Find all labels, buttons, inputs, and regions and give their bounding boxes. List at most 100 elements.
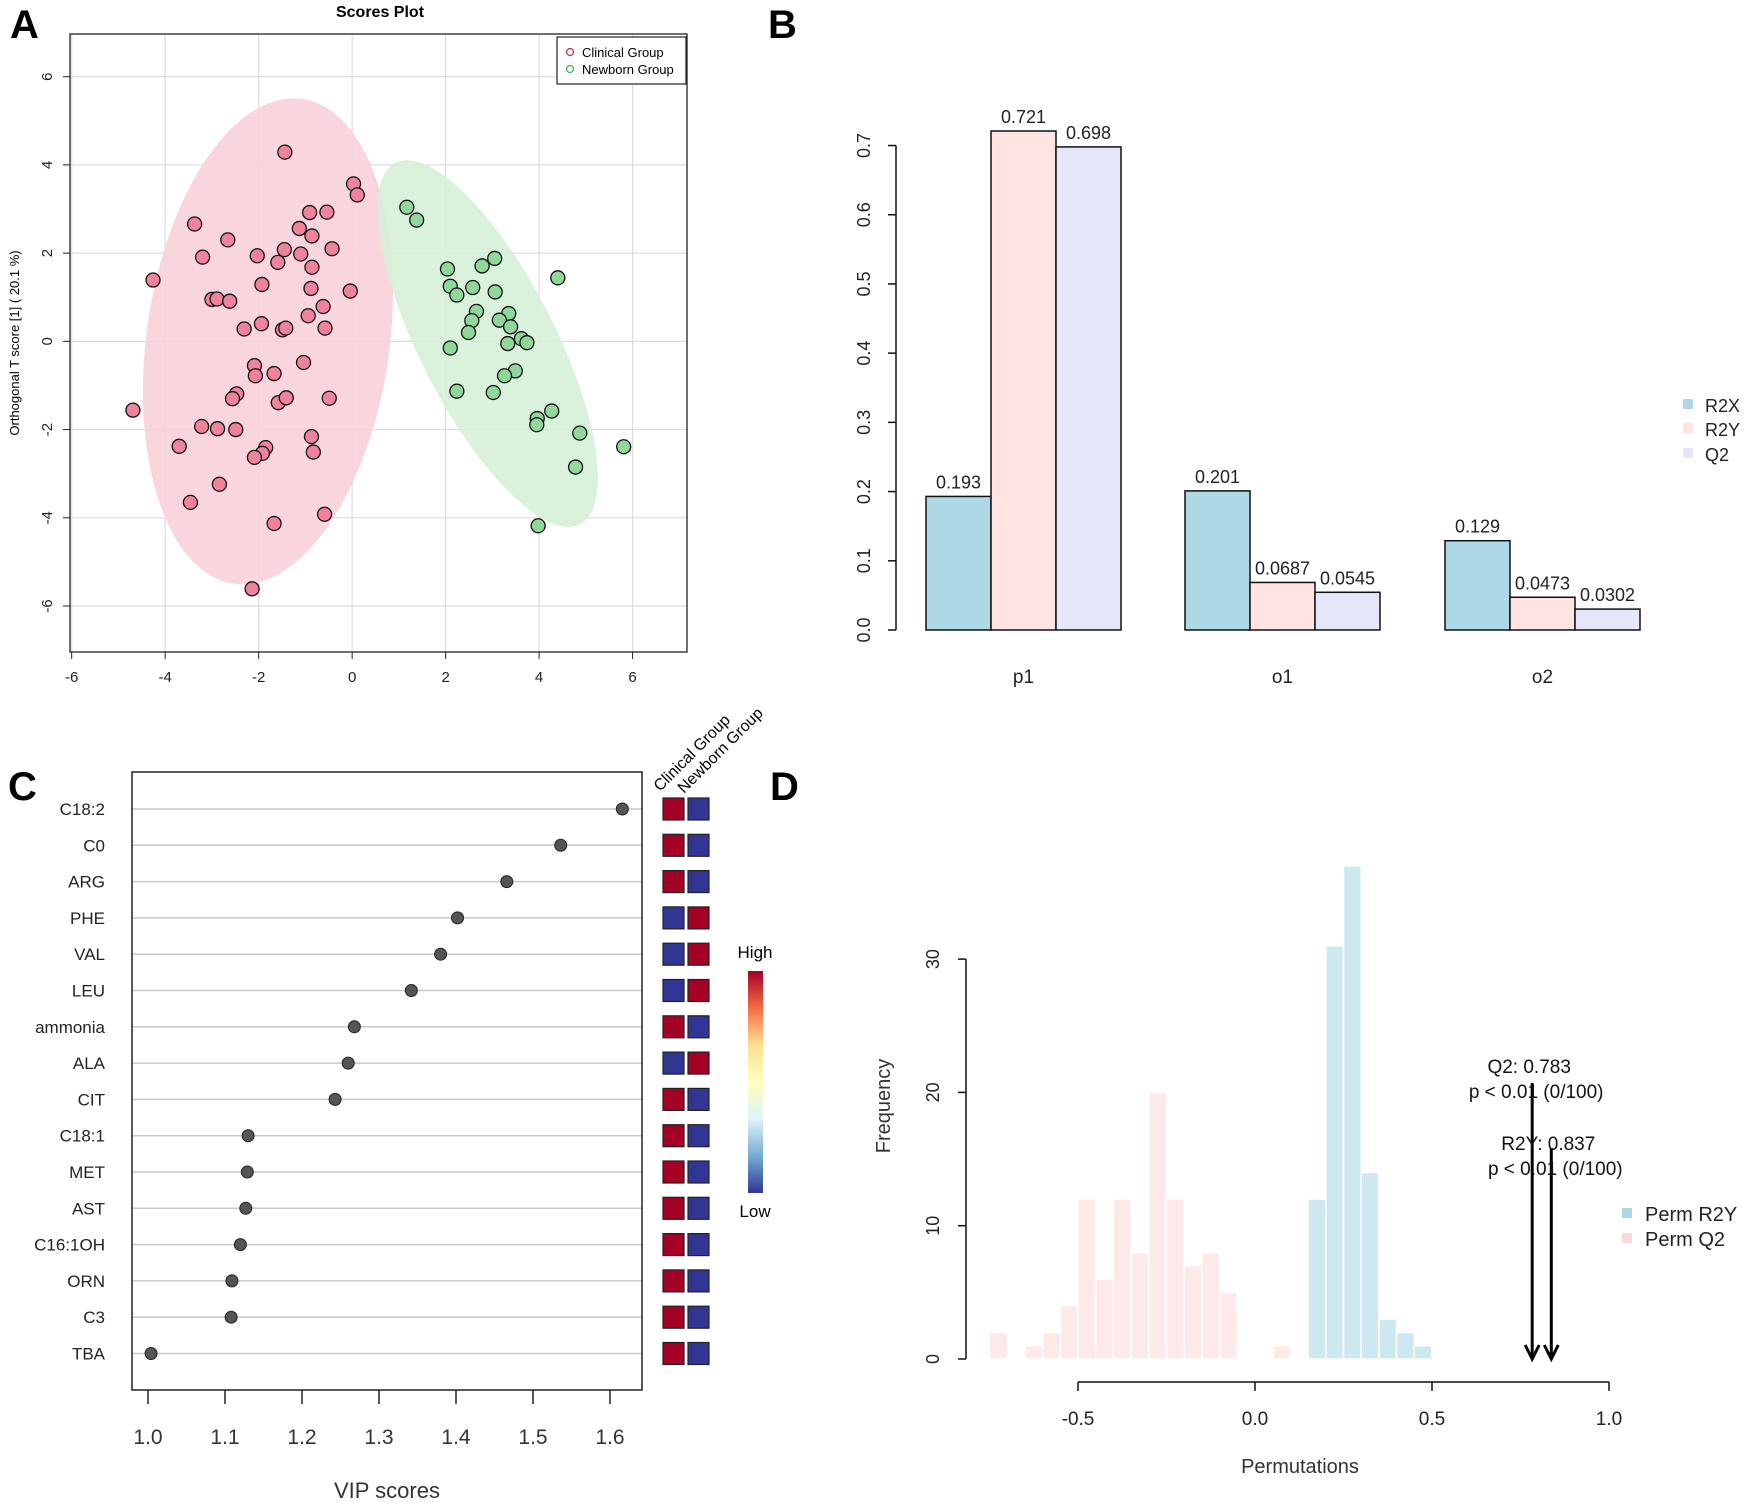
data-point-clinical: [209, 291, 225, 307]
panel-label-d: D: [770, 765, 799, 809]
heatmap-cell-clinical: [662, 869, 685, 894]
data-point-clinical: [247, 368, 264, 384]
histogram-bar-Perm-R2Y: [1395, 1331, 1416, 1360]
bar-R2X-p1: [925, 495, 992, 631]
y-tick-label: 0: [923, 1354, 943, 1364]
data-point-clinical: [304, 259, 320, 275]
vip-point-AST: [239, 1201, 253, 1215]
bar-value-label: 0.0687: [1255, 558, 1310, 578]
bar-R2Y-p1: [990, 130, 1057, 631]
metabolite-label: ammonia: [35, 1018, 105, 1037]
histogram-bar-Perm-Q2: [988, 1331, 1008, 1360]
metabolite-label: ALA: [73, 1054, 106, 1073]
histogram-bar-Perm-R2Y: [1413, 1344, 1433, 1360]
data-point-newborn: [572, 425, 588, 441]
y-tick-label: 0.4: [854, 341, 874, 366]
heatmap-cell-newborn: [687, 833, 710, 857]
arrow-head-icon: [1523, 1344, 1541, 1363]
heatmap-cell-clinical: [662, 906, 685, 930]
category-label-p1: p1: [1013, 667, 1034, 688]
bar-Q2-o1: [1314, 591, 1381, 631]
bar-R2X-o2: [1444, 539, 1511, 631]
legend-marker-clinical: [565, 47, 575, 57]
heatmap-cell-clinical: [662, 1196, 685, 1220]
legend-label-newborn: Newborn Group: [582, 62, 674, 77]
panel-label-c: C: [8, 765, 37, 809]
color-scale-low: Low: [739, 1202, 771, 1221]
color-scale-high: High: [738, 943, 773, 962]
metabolite-label: MET: [69, 1163, 105, 1182]
legend-marker-newborn: [565, 64, 575, 74]
data-point-newborn: [496, 368, 513, 384]
bar-value-label: 0.698: [1066, 123, 1111, 143]
data-point-clinical: [222, 293, 238, 309]
data-point-newborn: [399, 199, 415, 215]
heatmap-cell-newborn: [687, 1124, 710, 1148]
x-tick-label: -6: [65, 669, 78, 686]
heatmap-cell-clinical: [662, 1269, 685, 1293]
x-tick-label: 1.6: [595, 1426, 624, 1449]
x-tick-label: 0: [348, 669, 356, 686]
bar-value-label: 0.721: [1001, 107, 1046, 127]
vip-point-C18:1: [241, 1129, 255, 1143]
data-point-clinical: [301, 204, 318, 221]
histogram-bar-Perm-Q2: [1059, 1304, 1079, 1360]
arrow-head-icon: [1542, 1344, 1560, 1363]
x-tick-label: 2: [441, 669, 449, 686]
data-point-clinical: [249, 248, 265, 264]
vip-point-C3: [224, 1310, 238, 1324]
data-point-clinical: [315, 298, 331, 315]
data-point-clinical: [317, 320, 333, 336]
data-point-clinical: [224, 391, 241, 407]
histogram-bar-Perm-Q2: [1271, 1344, 1292, 1360]
legend-label-R2Y: R2Y: [1705, 420, 1740, 440]
data-point-newborn: [442, 340, 458, 356]
vip-point-C16:1OH: [233, 1238, 247, 1252]
bar-value-label: 0.0545: [1320, 568, 1375, 588]
vip-x-label: VIP scores: [334, 1478, 440, 1503]
vip-point-ORN: [225, 1274, 239, 1288]
category-label-o2: o2: [1532, 667, 1553, 688]
legend-label: Perm Q2: [1645, 1229, 1725, 1251]
data-point-clinical: [211, 476, 228, 492]
heatmap-cell-clinical: [662, 833, 685, 857]
annotation-label: Q2: 0.783: [1487, 1057, 1570, 1078]
vip-plot-frame: [131, 771, 643, 1391]
heatmap-cell-clinical: [662, 1051, 685, 1075]
heatmap-cell-clinical: [662, 1232, 685, 1257]
data-point-clinical: [316, 506, 333, 522]
histogram-bar-Perm-R2Y: [1342, 865, 1362, 1360]
data-point-clinical: [305, 444, 321, 460]
data-point-newborn: [487, 250, 503, 267]
metabolite-label: VAL: [74, 945, 105, 964]
data-point-clinical: [228, 421, 244, 438]
annotation-pvalue: p < 0.01 (0/100): [1488, 1159, 1623, 1180]
y-tick-label: 0.2: [854, 479, 874, 504]
metabolite-label: LEU: [72, 982, 105, 1001]
y-tick-label: 0.0: [854, 617, 874, 642]
data-point-newborn: [465, 279, 481, 296]
y-tick-label: 6: [39, 73, 56, 81]
histogram-bar-Perm-Q2: [1112, 1198, 1132, 1360]
data-point-newborn: [550, 270, 566, 286]
x-tick-label: 1.1: [210, 1426, 239, 1449]
histogram-bar-Perm-Q2: [1148, 1091, 1168, 1360]
data-point-clinical: [186, 216, 203, 232]
x-tick-label: -4: [159, 669, 172, 686]
data-point-newborn: [616, 439, 632, 455]
metabolite-label: ORN: [67, 1272, 105, 1291]
data-point-clinical: [244, 581, 260, 597]
heatmap-cell-newborn: [687, 797, 710, 821]
y-tick-label: 10: [923, 1216, 943, 1236]
histogram-bar-Perm-Q2: [1165, 1198, 1185, 1360]
bar-value-label: 0.201: [1195, 467, 1240, 487]
data-point-newborn: [439, 261, 456, 277]
metabolite-label: ARG: [68, 873, 105, 892]
histogram-bar-Perm-R2Y: [1325, 945, 1345, 1360]
vip-point-ARG: [500, 875, 514, 889]
data-point-clinical: [182, 494, 199, 511]
heatmap-cell-newborn: [687, 869, 710, 894]
x-tick-label: 0.0: [1242, 1409, 1268, 1430]
color-scale-bar: [748, 971, 763, 1193]
